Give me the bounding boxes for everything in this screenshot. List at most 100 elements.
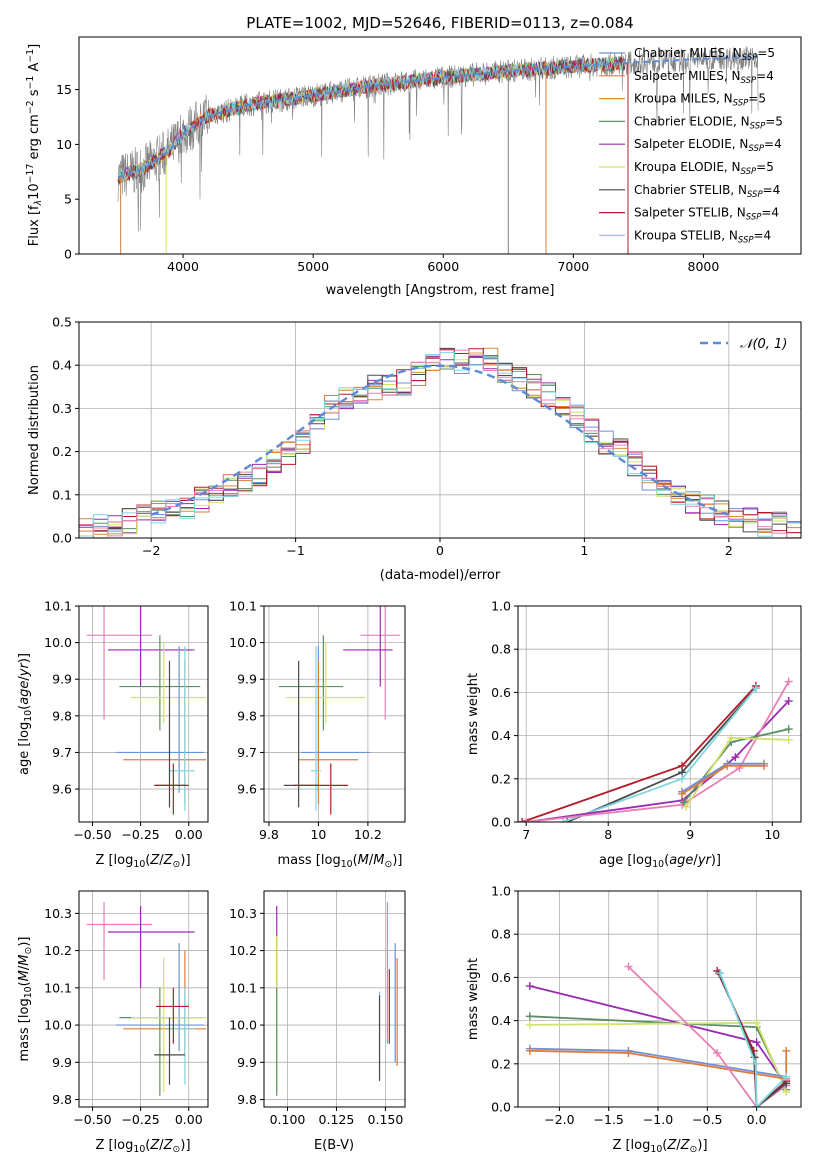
plus-marker bbox=[784, 697, 793, 706]
x-tick-label: 1 bbox=[580, 543, 588, 558]
plus-marker bbox=[723, 761, 732, 770]
label-part: ( bbox=[353, 853, 358, 868]
y-tick-label: 10.0 bbox=[44, 1018, 72, 1033]
legend-tail: =4 bbox=[764, 137, 782, 151]
plus-marker bbox=[784, 735, 793, 744]
y-tick-label: 9.7 bbox=[237, 745, 257, 760]
label-part: )] bbox=[180, 1138, 190, 1153]
plot-area-age_vs_mass bbox=[264, 606, 405, 822]
legend-label: Kroupa ELODIE, NSSP=5 bbox=[634, 160, 774, 177]
y-tick-label: 0.4 bbox=[491, 1013, 511, 1028]
y-tick-label: 10.0 bbox=[229, 635, 257, 650]
y-tick-label: 10.1 bbox=[44, 599, 72, 614]
label-part: 10 bbox=[341, 859, 353, 870]
label-part: ( bbox=[17, 705, 32, 710]
x-axis-label: Z [log10(Z/Z⊙)] bbox=[95, 1138, 190, 1155]
x-tick-label: −2.0 bbox=[544, 1112, 574, 1127]
label-part: 10 bbox=[23, 986, 34, 998]
plus-marker bbox=[751, 684, 760, 693]
y-tick-label: 0.0 bbox=[52, 531, 72, 546]
y-tick-label: 9.6 bbox=[52, 782, 72, 797]
y-tick-label: 10.1 bbox=[229, 980, 257, 995]
legend-base: Kroupa ELODIE, N bbox=[634, 160, 741, 174]
legend-label: Chabrier STELIB, NSSP=4 bbox=[634, 183, 780, 200]
plot-area-massweight_vs_age bbox=[518, 606, 801, 822]
legend-sub: SSP bbox=[746, 213, 762, 223]
y-tick-label: 9.8 bbox=[52, 708, 72, 723]
axes-frame bbox=[263, 605, 406, 823]
legend-label: Salpeter MILES, NSSP=4 bbox=[634, 69, 774, 86]
label-part: Z bbox=[680, 1138, 691, 1153]
label-part: / bbox=[17, 965, 32, 970]
y-tick-label: 9.9 bbox=[52, 1055, 72, 1070]
label-part: ( bbox=[145, 853, 150, 868]
label-part: −17 bbox=[25, 164, 36, 184]
label-part: ( bbox=[662, 1138, 667, 1153]
x-tick-label: 10 bbox=[310, 827, 326, 842]
y-tick-label: 1.0 bbox=[491, 884, 511, 899]
x-tick-label: −0.50 bbox=[73, 827, 111, 842]
y-tick-label: 9.7 bbox=[52, 745, 72, 760]
y-tick-label: 10.2 bbox=[44, 943, 72, 958]
y-tick-label: 0.6 bbox=[491, 685, 511, 700]
y-tick-label: 9.8 bbox=[237, 708, 257, 723]
label-part: )] bbox=[180, 853, 190, 868]
label-part: ⊙ bbox=[23, 947, 34, 955]
label-part: Z [log bbox=[95, 1138, 133, 1153]
label-part: age bbox=[669, 853, 693, 868]
y-tick-label: 10.0 bbox=[229, 1018, 257, 1033]
label-part: M bbox=[17, 955, 32, 966]
label-part: M bbox=[17, 970, 32, 981]
x-axis-label: (data-model)/error bbox=[380, 568, 501, 583]
x-axis-label: E(B-V) bbox=[314, 1138, 354, 1153]
plus-marker bbox=[525, 982, 534, 991]
plus-marker bbox=[784, 725, 793, 734]
plus-marker bbox=[559, 818, 568, 822]
x-axis-label: age [log10(age/yr)] bbox=[599, 853, 721, 870]
x-tick-label: 6000 bbox=[427, 259, 459, 274]
x-tick-label: 0.100 bbox=[270, 1112, 306, 1127]
x-tick-label: 5000 bbox=[297, 259, 329, 274]
axes-mass_vs_Z: −0.50 −0.25 0.00 9.8 9.9 10.0 10.1 10.2 10.3 Z [l… bbox=[17, 890, 209, 1155]
plot-area-spectrum bbox=[117, 45, 759, 254]
legend-sub: SSP bbox=[748, 144, 764, 154]
y-tick-label: 9.8 bbox=[52, 1092, 72, 1107]
legend-label: Salpeter ELODIE, NSSP=4 bbox=[634, 137, 782, 154]
label-part: yr bbox=[697, 853, 713, 868]
x-tick-label: −1 bbox=[286, 543, 304, 558]
x-tick-label: −0.25 bbox=[121, 827, 159, 842]
label-part: / bbox=[693, 853, 698, 868]
plus-marker bbox=[713, 1049, 722, 1057]
x-tick-label: 10.2 bbox=[354, 827, 382, 842]
label-part: / bbox=[17, 676, 32, 681]
y-axis-label: mass weight bbox=[466, 958, 481, 1040]
legend-base: Salpeter ELODIE, N bbox=[634, 137, 748, 151]
axes-frame bbox=[263, 890, 406, 1108]
y-tick-label: 10.1 bbox=[229, 599, 257, 614]
y-tick-label: 0.1 bbox=[52, 487, 72, 502]
legend-sub: SSP bbox=[750, 121, 766, 131]
legend-tail: =4 bbox=[754, 228, 772, 242]
x-tick-label: 8000 bbox=[688, 259, 720, 274]
legend-label: Salpeter STELIB, NSSP=4 bbox=[634, 206, 779, 223]
plus-marker bbox=[752, 1103, 761, 1107]
y-tick-label: 0.4 bbox=[491, 728, 511, 743]
label-part: 10 bbox=[23, 710, 34, 722]
label-part: ] bbox=[27, 44, 42, 49]
x-tick-label: 2 bbox=[725, 543, 733, 558]
x-tick-label: −0.25 bbox=[121, 1112, 159, 1127]
label-part: M bbox=[373, 853, 384, 868]
weight-line bbox=[526, 700, 790, 822]
legend-label: Chabrier ELODIE, NSSP=5 bbox=[634, 114, 783, 131]
axes-mass_vs_EBV: 0.100 0.125 0.150 9.8 9.9 10.0 10.1 10.2 10.3 E(B… bbox=[229, 890, 406, 1153]
plus-marker bbox=[624, 962, 633, 971]
label-part: Z [log bbox=[612, 1138, 650, 1153]
plus-marker bbox=[624, 1049, 633, 1057]
x-tick-label: 10 bbox=[764, 827, 780, 842]
axes-frame bbox=[517, 890, 802, 1108]
plus-marker bbox=[678, 774, 687, 783]
legend-label: Kroupa MILES, NSSP=5 bbox=[634, 92, 766, 109]
axes-massweight_vs_Z: −2.0 −1.5 −1.0 −0.5 0.0 0.0 0.2 0.4 0.6 0.8 1.0 Z [… bbox=[466, 884, 802, 1155]
plus-marker bbox=[522, 818, 531, 822]
plus-marker bbox=[525, 1046, 534, 1055]
